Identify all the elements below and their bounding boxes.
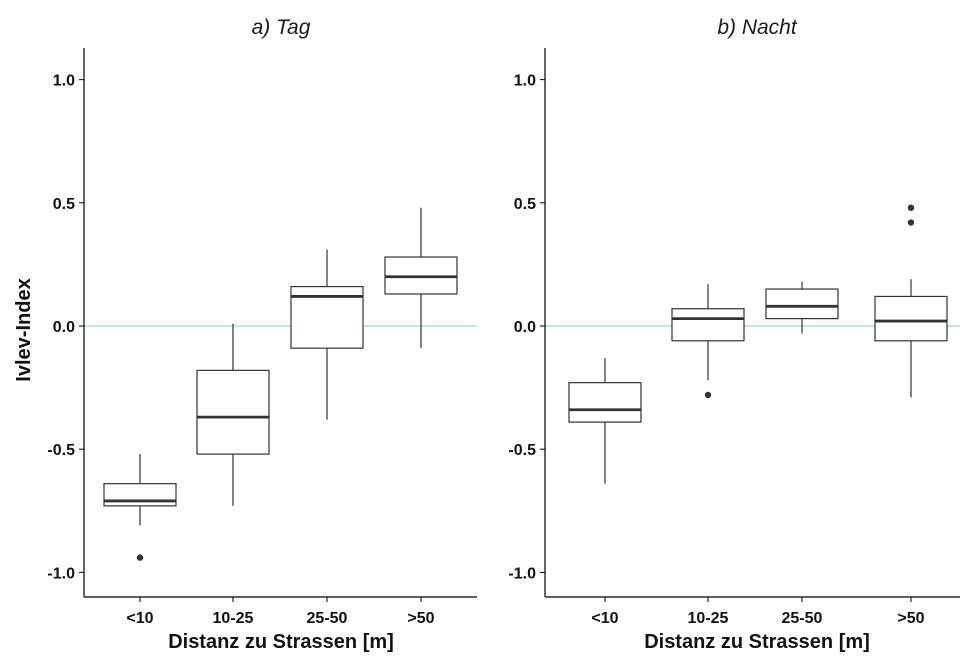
box [874, 295, 948, 342]
y-tick-label-nacht: -1.0 [508, 565, 536, 582]
boxplot-nacht-25-50 [765, 281, 839, 334]
x-tick-label-nacht: >50 [897, 610, 924, 627]
y-tick-label-tag: 0.0 [53, 319, 75, 336]
x-axis-label-tag: Distanz zu Strassen [m] [168, 631, 394, 653]
y-tick-label-nacht: 0.0 [514, 319, 536, 336]
x-tick-label-tag: <10 [126, 610, 153, 627]
y-tick-label-tag: -1.0 [47, 565, 75, 582]
boxplot-tag-10-25 [196, 323, 270, 506]
outlier-point [907, 204, 915, 211]
y-tick-label-nacht: 1.0 [514, 73, 536, 90]
y-tick-label-tag: 0.5 [53, 196, 75, 213]
x-tick-label-nacht: <10 [591, 610, 618, 627]
y-axis-label: Ivlev-Index [13, 278, 35, 381]
outlier-point [704, 391, 712, 399]
outlier-point [907, 219, 915, 226]
y-tick-label-tag: -0.5 [47, 442, 75, 459]
panel-title-nacht: b) Nacht [717, 16, 798, 39]
y-tick-label-nacht: -0.5 [508, 442, 536, 459]
x-tick-label-tag: >50 [407, 610, 434, 627]
box [103, 483, 177, 507]
x-tick-label-nacht: 10-25 [688, 610, 729, 627]
x-tick-label-tag: 10-25 [213, 610, 254, 627]
boxplot-nacht-gt50 [874, 204, 948, 398]
boxplot-tag-25-50 [290, 249, 364, 420]
x-axis-label-nacht: Distanz zu Strassen [m] [644, 631, 870, 653]
y-tick-label-tag: 1.0 [53, 73, 75, 90]
box [671, 308, 745, 342]
x-tick-label-tag: 25-50 [307, 610, 348, 627]
boxplot-nacht-lt10 [568, 358, 642, 484]
boxplot-tag-lt10 [103, 454, 177, 561]
panel-nacht: b) Nacht Distanz zu Strassen [m] 1.0 0.5 0… [508, 16, 960, 653]
panel-title-tag: a) Tag [252, 16, 311, 39]
box [568, 382, 642, 423]
panel-tag: a) Tag Distanz zu Strassen [m] 1.0 0.5 0.0… [47, 16, 477, 653]
boxplot-nacht-10-25 [671, 284, 745, 399]
x-tick-label-nacht: 25-50 [782, 610, 823, 627]
box [196, 369, 270, 455]
outlier-point [136, 554, 144, 561]
y-tick-label-nacht: 0.5 [514, 196, 536, 213]
box [765, 288, 839, 320]
boxplot-tag-gt50 [384, 207, 458, 349]
